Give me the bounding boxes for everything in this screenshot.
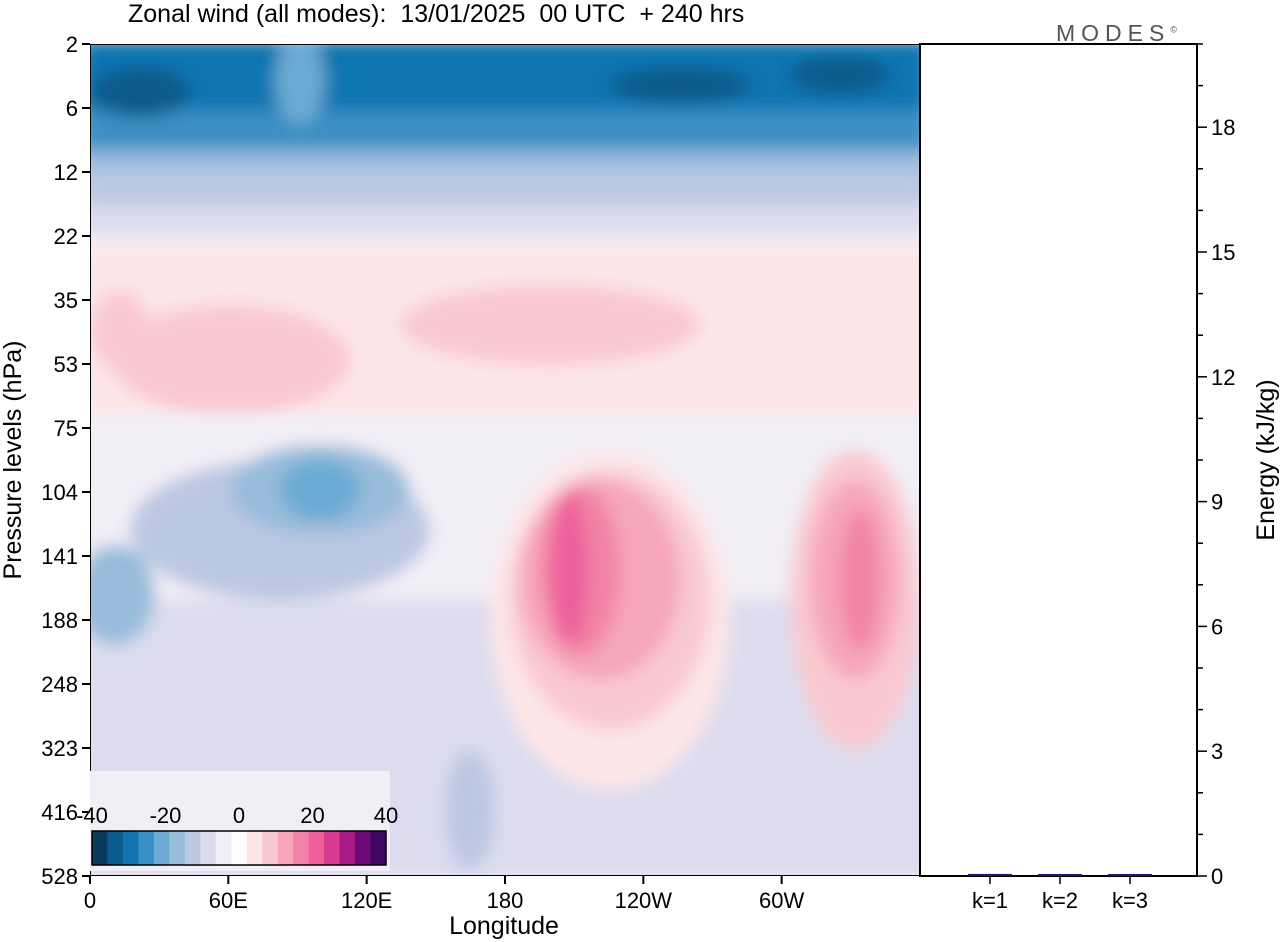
colorbar-swatch bbox=[200, 831, 217, 865]
pressure-tick-label: 75 bbox=[54, 416, 78, 441]
longitude-tick-label: 60W bbox=[759, 888, 804, 913]
pressure-tick-label: 2 bbox=[66, 32, 78, 57]
colorbar-swatch bbox=[355, 831, 372, 865]
pink-patch-center bbox=[400, 285, 700, 365]
colorbar-swatch bbox=[308, 831, 325, 865]
colorbar-tick-label: 40 bbox=[374, 803, 398, 828]
pressure-tick-label: 188 bbox=[41, 608, 78, 633]
energy-axis-label: Energy (kJ/kg) bbox=[1252, 379, 1280, 540]
bar-category-label: k=3 bbox=[1112, 888, 1148, 913]
pressure-tick-label: 35 bbox=[54, 288, 78, 313]
energy-tick-label: 3 bbox=[1211, 739, 1223, 764]
colorbar: -40 -20 0 20 40 bbox=[76, 771, 398, 871]
upper-core-west bbox=[90, 67, 190, 117]
pressure-tick-label: 53 bbox=[54, 352, 78, 377]
negative-strip bbox=[445, 750, 495, 870]
colorbar-swatch bbox=[324, 831, 341, 865]
upper-band-dark bbox=[90, 44, 920, 110]
longitude-tick-label: 0 bbox=[84, 888, 96, 913]
pressure-tick-label: 323 bbox=[41, 736, 78, 761]
pressure-axis: 2 6 12 22 35 53 75 104 141 188 248 323 416 528 bbox=[41, 32, 90, 889]
energy-tick-label: 9 bbox=[1211, 490, 1223, 515]
colorbar-tick-label: -20 bbox=[150, 803, 182, 828]
longitude-tick-label: 120W bbox=[615, 888, 673, 913]
colorbar-swatch bbox=[153, 831, 170, 865]
colorbar-swatch bbox=[262, 831, 279, 865]
transition-band bbox=[90, 205, 920, 235]
colorbar-tick-label: 20 bbox=[300, 803, 324, 828]
pressure-tick-label: 12 bbox=[54, 160, 78, 185]
negative-west bbox=[90, 545, 155, 645]
upper-light-patch bbox=[275, 44, 325, 125]
upper-core-east-b bbox=[790, 57, 890, 93]
energy-panel: 0 3 6 9 12 15 18 k=1 k=2 k=3 Energy (kJ/kg) bbox=[919, 43, 1280, 913]
logo-text: MODES bbox=[1056, 20, 1171, 46]
colorbar-swatch bbox=[169, 831, 186, 865]
heatmap-layer-positive-strato bbox=[90, 245, 920, 415]
pressure-tick-label: 416 bbox=[41, 800, 78, 825]
negative-core bbox=[280, 460, 360, 520]
energy-bar bbox=[968, 873, 1012, 876]
bar-category-label: k=1 bbox=[972, 888, 1008, 913]
energy-tick-label: 18 bbox=[1211, 115, 1235, 140]
colorbar-swatch bbox=[246, 831, 263, 865]
colorbar-frame bbox=[91, 830, 387, 866]
pink-patch-far-west bbox=[90, 290, 150, 370]
colorbar-swatch bbox=[138, 831, 155, 865]
pressure-tick-label: 248 bbox=[41, 672, 78, 697]
colorbar-swatch bbox=[184, 831, 201, 865]
longitude-tick-label: 60E bbox=[209, 888, 248, 913]
longitude-tick-label: 180 bbox=[487, 888, 524, 913]
positive-east-core bbox=[840, 510, 880, 650]
pressure-tick-label: 528 bbox=[41, 864, 78, 889]
colorbar-swatch bbox=[92, 831, 108, 865]
pressure-tick-label: 104 bbox=[41, 480, 78, 505]
modes-logo: MODES© bbox=[1056, 20, 1177, 46]
longitude-axis: 0 60E 120E 180 120W 60W bbox=[84, 876, 805, 913]
colorbar-swatch bbox=[339, 831, 356, 865]
energy-tick-label: 0 bbox=[1211, 864, 1223, 889]
heatmap-layer-upper bbox=[90, 44, 920, 235]
pressure-tick-label: 22 bbox=[54, 224, 78, 249]
colorbar-swatch bbox=[231, 831, 248, 865]
energy-tick-label: 15 bbox=[1211, 240, 1235, 265]
colorbar-swatch bbox=[370, 831, 387, 865]
colorbar-swatch bbox=[107, 831, 124, 865]
colorbar-swatch bbox=[293, 831, 310, 865]
x-axis-label: Longitude bbox=[449, 912, 559, 940]
pressure-tick-label: 6 bbox=[66, 96, 78, 121]
bar-category-label: k=2 bbox=[1042, 888, 1078, 913]
positive-core bbox=[552, 495, 588, 645]
energy-bar bbox=[1038, 874, 1082, 876]
energy-axis: 0 3 6 9 12 15 18 bbox=[1197, 43, 1235, 889]
chart-title: Zonal wind (all modes): 13/01/2025 00 UT… bbox=[128, 0, 745, 28]
pressure-tick-label: 141 bbox=[41, 544, 78, 569]
energy-frame bbox=[919, 43, 1198, 877]
colorbar-swatch bbox=[277, 831, 294, 865]
energy-bars: k=1 k=2 k=3 bbox=[968, 873, 1152, 913]
colorbar-swatch bbox=[215, 831, 232, 865]
energy-tick-label: 12 bbox=[1211, 365, 1235, 390]
colorbar-swatch bbox=[122, 831, 139, 865]
colorbar-tick-label: 0 bbox=[233, 803, 245, 828]
heatmap-layer-tropo bbox=[90, 420, 920, 876]
energy-bar bbox=[1108, 874, 1152, 876]
upper-core-east-a bbox=[610, 67, 750, 103]
y-axis-label: Pressure levels (hPa) bbox=[0, 341, 27, 580]
pink-patch-west bbox=[110, 305, 350, 415]
longitude-tick-label: 120E bbox=[341, 888, 392, 913]
colorbar-tick-label: -40 bbox=[76, 803, 108, 828]
energy-tick-label: 6 bbox=[1211, 614, 1223, 639]
heatmap-panel bbox=[90, 44, 920, 876]
